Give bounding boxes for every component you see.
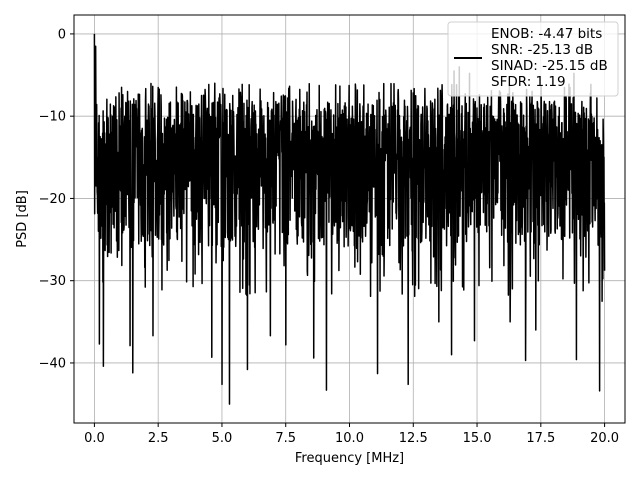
x-tick-label: 2.5	[148, 431, 169, 446]
x-tick-label: 12.5	[399, 431, 428, 446]
legend-box	[447, 21, 619, 97]
y-tick-label: −10	[39, 110, 66, 125]
legend: ENOB: -4.47 bits SNR: -25.13 dB SINAD: -25…	[447, 21, 619, 97]
x-tick-label: 15.0	[463, 431, 492, 446]
y-ticks: 0 −10 −20 −30 −40	[39, 27, 74, 371]
x-tick-label: 7.5	[275, 431, 296, 446]
series-layer	[93, 33, 606, 405]
y-tick-label: −30	[39, 274, 66, 289]
y-tick-label: 0	[58, 27, 66, 42]
y-axis-label: PSD [dB]	[15, 190, 30, 248]
x-tick-label: 5.0	[212, 431, 233, 446]
psd-series-line	[93, 33, 606, 405]
x-tick-label: 0.0	[84, 431, 105, 446]
legend-label: ENOB: -4.47 bits SNR: -25.13 dB SINAD: -25…	[491, 26, 608, 90]
y-tick-label: −20	[39, 192, 66, 207]
x-axis-label: Frequency [MHz]	[295, 451, 404, 466]
x-tick-label: 17.5	[526, 431, 555, 446]
x-tick-label: 10.0	[335, 431, 364, 446]
y-tick-label: −40	[39, 356, 66, 371]
x-tick-label: 20.0	[590, 431, 619, 446]
x-ticks: 0.0 2.5 5.0 7.5 10.0 12.5 15.0 17.5 20.0	[84, 423, 619, 446]
